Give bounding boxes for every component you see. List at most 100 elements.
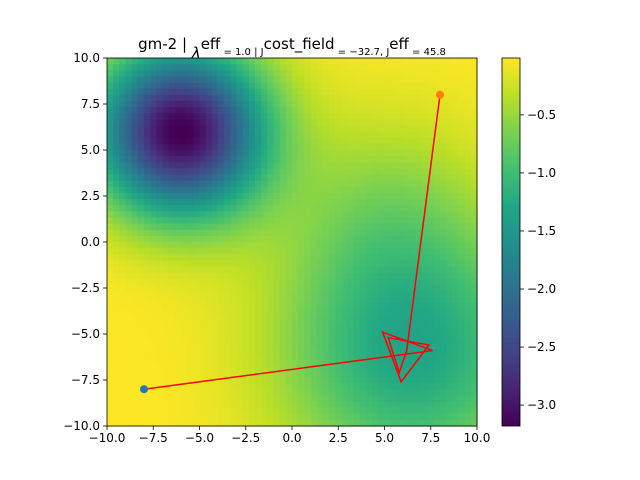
heat-cell — [470, 100, 478, 108]
heat-cell — [218, 340, 225, 347]
heat-cell — [366, 297, 373, 304]
heat-cell — [174, 168, 182, 176]
heat-cell — [187, 266, 194, 274]
heat-cell — [329, 321, 336, 329]
heat-cell — [329, 107, 336, 114]
heat-cell — [125, 223, 133, 231]
heat-cell — [150, 278, 157, 286]
heat-cell — [261, 235, 268, 243]
heat-cell — [396, 192, 404, 200]
heat-cell — [181, 383, 188, 390]
heat-cell — [137, 401, 145, 409]
heat-cell — [440, 192, 447, 200]
heat-cell — [446, 58, 453, 65]
heat-cell — [267, 284, 275, 292]
heat-cell — [353, 100, 361, 108]
heat-cell — [310, 229, 318, 237]
heat-cell — [359, 419, 367, 427]
heat-cell — [335, 162, 342, 169]
heat-cell — [267, 70, 275, 77]
heat-cell — [341, 376, 349, 384]
heat-cell — [335, 82, 342, 90]
heat-cell — [347, 229, 355, 237]
heat-cell — [279, 119, 287, 127]
heat-cell — [248, 205, 256, 212]
heat-cell — [409, 143, 416, 151]
heat-cell — [366, 229, 373, 237]
heat-cell — [372, 150, 379, 157]
heat-cell — [378, 58, 386, 65]
heat-cell — [458, 125, 466, 133]
heat-cell — [347, 346, 355, 353]
heat-cell — [304, 211, 312, 219]
heat-cell — [304, 156, 312, 163]
heat-cell — [199, 205, 207, 212]
heat-cell — [409, 352, 416, 360]
heat-cell — [174, 174, 182, 182]
heat-cell — [119, 376, 127, 384]
heat-cell — [230, 297, 238, 304]
heat-cell — [341, 364, 349, 372]
heat-cell — [359, 278, 367, 286]
heat-cell — [440, 266, 447, 274]
colorbar-tick-label: −2.0 — [527, 282, 556, 296]
heat-cell — [372, 113, 379, 120]
heat-cell — [446, 211, 453, 219]
heat-cell — [168, 88, 176, 96]
heat-cell — [310, 217, 318, 225]
heat-cell — [205, 334, 213, 341]
heat-cell — [341, 70, 349, 77]
heat-cell — [267, 376, 275, 384]
heat-cell — [464, 180, 472, 188]
heat-cell — [125, 352, 133, 360]
heat-cell — [205, 174, 213, 182]
heat-cell — [230, 395, 238, 403]
heat-cell — [415, 107, 423, 114]
heat-cell — [137, 192, 145, 200]
heat-cell — [261, 346, 268, 353]
heat-cell — [285, 229, 293, 237]
heat-cell — [329, 370, 336, 378]
heat-cell — [304, 407, 312, 415]
heat-cell — [193, 297, 201, 304]
heat-cell — [162, 180, 170, 188]
heat-cell — [409, 358, 416, 366]
heat-cell — [403, 217, 410, 225]
heat-cell — [440, 395, 447, 403]
heat-cell — [329, 407, 336, 415]
heat-cell — [341, 162, 349, 169]
heat-cell — [279, 284, 287, 292]
heat-cell — [162, 125, 170, 133]
heat-cell — [390, 272, 398, 280]
heat-cell — [162, 107, 170, 114]
heat-cell — [298, 217, 305, 225]
heat-cell — [329, 137, 336, 145]
heat-cell — [181, 346, 188, 353]
heat-cell — [335, 174, 342, 182]
heat-cell — [181, 389, 188, 396]
heat-cell — [359, 162, 367, 169]
heat-cell — [199, 278, 207, 286]
heat-cell — [409, 64, 416, 71]
heat-cell — [156, 156, 164, 163]
heat-cell — [242, 137, 250, 145]
heat-cell — [322, 370, 330, 378]
heat-cell — [248, 401, 256, 409]
heat-cell — [107, 156, 114, 163]
heat-cell — [427, 174, 435, 182]
heat-cell — [107, 229, 114, 237]
heat-cell — [372, 217, 379, 225]
heat-cell — [236, 88, 244, 96]
heat-cell — [372, 340, 379, 347]
heat-cell — [304, 327, 312, 335]
heat-cell — [316, 321, 324, 329]
heat-cell — [261, 297, 268, 304]
heat-cell — [199, 94, 207, 102]
heat-cell — [470, 82, 478, 90]
heat-cell — [470, 199, 478, 206]
heat-cell — [181, 315, 188, 323]
heat-cell — [273, 395, 281, 403]
heat-cell — [248, 315, 256, 323]
heat-cell — [292, 315, 299, 323]
heat-cell — [236, 383, 244, 390]
